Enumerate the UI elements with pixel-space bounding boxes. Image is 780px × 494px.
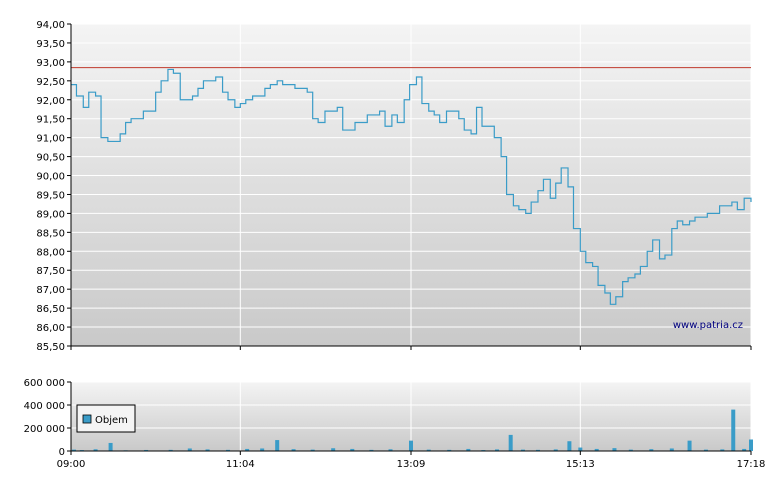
price-y-tick-label: 92,00 — [36, 96, 65, 107]
x-tick-label: 17:18 — [737, 459, 766, 470]
legend-swatch — [82, 414, 92, 424]
volume-bar — [687, 440, 692, 451]
price-y-tick-label: 87,50 — [36, 266, 65, 277]
volume-bar — [731, 409, 736, 451]
legend-label: Objem — [95, 415, 128, 426]
volume-bar — [245, 448, 250, 451]
volume-y-tick-label: 400 000 — [24, 401, 65, 412]
price-series-line — [71, 68, 752, 305]
price-y-tick-label: 91,50 — [36, 115, 65, 126]
volume-bar — [553, 449, 558, 451]
volume-bar — [144, 449, 149, 451]
price-y-axis: 94,00 93,50 93,00 92,50 92,00 91,50 91,00 90,50… — [36, 20, 752, 353]
price-y-tick-label: 89,50 — [36, 190, 65, 201]
price-y-tick-label: 90,50 — [36, 153, 65, 164]
price-y-tick-label: 87,00 — [36, 285, 65, 296]
volume-bar — [331, 448, 336, 451]
volume-bar — [520, 449, 525, 451]
volume-bar — [409, 440, 413, 451]
volume-bar — [426, 449, 431, 451]
volume-bar — [187, 448, 192, 451]
volume-panel: 600 000 400 000 200 000 0 09:00 11:04 13:09 15… — [24, 378, 766, 470]
price-y-tick-label: 89,00 — [36, 209, 65, 220]
price-y-tick-label: 85,50 — [36, 342, 65, 353]
price-grid — [70, 23, 752, 347]
volume-bar — [749, 439, 753, 451]
volume-bar — [594, 448, 599, 451]
x-tick-label: 15:13 — [566, 459, 595, 470]
x-tick-label: 13:09 — [397, 459, 426, 470]
volume-bar — [508, 434, 513, 451]
volume-bar — [612, 448, 617, 451]
price-y-tick-label: 94,00 — [36, 20, 65, 31]
volume-bar — [72, 449, 76, 451]
volume-bar — [742, 448, 747, 451]
volume-bar — [703, 449, 708, 451]
volume-bar — [226, 449, 231, 451]
volume-bar — [495, 449, 500, 451]
volume-bar — [567, 441, 572, 451]
volume-bar — [291, 449, 296, 451]
legend: Objem — [76, 404, 136, 433]
price-panel: 94,00 93,50 93,00 92,50 92,00 91,50 91,00 90,50… — [36, 20, 752, 353]
volume-y-axis: 600 000 400 000 200 000 0 — [24, 378, 71, 458]
price-y-tick-label: 86,00 — [36, 323, 65, 334]
volume-bar — [369, 449, 374, 451]
price-y-tick-label: 91,00 — [36, 134, 65, 145]
volume-bar — [466, 448, 471, 451]
volume-y-tick-label: 200 000 — [24, 424, 65, 435]
volume-bars — [72, 409, 753, 451]
price-y-tick-label: 93,00 — [36, 58, 65, 69]
volume-y-tick-label: 600 000 — [24, 378, 65, 389]
price-y-tick-label: 90,00 — [36, 172, 65, 183]
x-axis: 09:00 11:04 13:09 15:13 17:18 — [57, 451, 766, 470]
price-y-tick-label: 86,50 — [36, 304, 65, 315]
price-y-tick-label: 88,50 — [36, 228, 65, 239]
volume-bar — [275, 440, 280, 451]
volume-bar — [310, 449, 315, 451]
volume-bar — [720, 449, 725, 451]
price-y-tick-label: 93,50 — [36, 39, 65, 50]
volume-bar — [168, 449, 173, 451]
volume-bar — [388, 449, 393, 451]
volume-bar — [649, 449, 654, 451]
price-y-tick-label: 88,00 — [36, 247, 65, 258]
volume-bar — [578, 447, 583, 451]
volume-bar — [350, 448, 355, 451]
volume-bar — [535, 449, 540, 451]
volume-bar — [669, 448, 674, 451]
volume-bar — [447, 449, 452, 451]
volume-bar — [205, 449, 210, 451]
x-tick-label: 09:00 — [57, 459, 86, 470]
watermark: www.patria.cz — [673, 320, 743, 331]
volume-bar — [260, 448, 265, 451]
volume-bar — [628, 449, 633, 451]
volume-y-tick-label: 0 — [59, 447, 65, 458]
x-tick-label: 11:04 — [226, 459, 255, 470]
price-y-tick-label: 92,50 — [36, 77, 65, 88]
volume-bar — [93, 449, 98, 451]
volume-bar — [108, 442, 113, 451]
